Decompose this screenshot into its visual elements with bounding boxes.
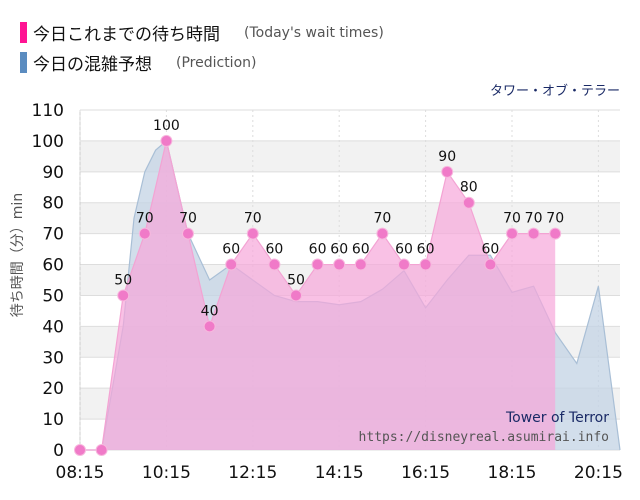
data-point [441, 165, 454, 178]
x-tick-label: 18:15 [488, 463, 537, 483]
data-label: 50 [287, 272, 305, 288]
data-label: 50 [114, 272, 132, 288]
data-label: 60 [330, 242, 348, 258]
data-point [290, 289, 302, 302]
data-point [462, 196, 475, 209]
data-label: 70 [179, 211, 197, 227]
data-point [203, 320, 216, 333]
data-point [160, 134, 173, 147]
data-point [95, 444, 108, 456]
data-label: 70 [503, 211, 521, 227]
data-label: 60 [417, 242, 435, 258]
data-label: 80 [460, 180, 478, 196]
data-label: 60 [222, 242, 240, 258]
x-tick-label: 12:15 [228, 463, 277, 483]
data-label: 60 [352, 242, 370, 258]
x-tick-label: 08:15 [56, 463, 105, 483]
data-label: 60 [481, 242, 499, 258]
y-tick-label: 30 [42, 348, 64, 368]
data-point [506, 227, 518, 240]
data-point [182, 227, 194, 240]
data-point [246, 227, 259, 240]
legend-prediction: 今日の混雑予想 (Prediction) [20, 50, 256, 75]
data-label: 90 [438, 149, 456, 165]
y-tick-label: 90 [42, 163, 64, 183]
legend-actual-label: 今日これまでの待ち時間 [33, 25, 220, 45]
data-point [527, 227, 540, 240]
data-point [376, 227, 389, 240]
data-label: 70 [373, 211, 391, 227]
y-tick-label: 40 [42, 317, 64, 337]
data-label: 70 [546, 211, 564, 227]
y-axis-label: 待ち時間（分）min [10, 193, 26, 317]
watermark-name: Tower of Terror [505, 410, 609, 426]
data-point [117, 289, 130, 302]
y-axis-ticks: 0 10 20 30 40 50 60 70 80 90 100 110 [32, 101, 64, 461]
data-label: 60 [395, 242, 413, 258]
data-point [225, 258, 238, 271]
y-tick-label: 10 [42, 410, 64, 430]
data-label: 40 [201, 303, 219, 319]
y-tick-label: 110 [32, 101, 64, 121]
legend-actual-note: (Today's wait times) [244, 24, 384, 41]
legend-prediction-swatch [20, 52, 27, 73]
data-point [311, 258, 324, 271]
data-point [268, 258, 281, 271]
x-tick-label: 14:15 [315, 463, 364, 483]
watermark-url: https://disneyreal.asumirai.info [359, 430, 609, 445]
data-point [354, 258, 367, 271]
y-tick-label: 20 [42, 379, 64, 399]
x-tick-label: 20:15 [574, 463, 623, 483]
data-point [419, 258, 432, 271]
data-point [549, 227, 562, 240]
data-point [333, 258, 346, 271]
data-label: 70 [244, 211, 262, 227]
data-label: 60 [265, 242, 283, 258]
x-tick-label: 16:15 [401, 463, 450, 483]
legend-prediction-label: 今日の混雑予想 [33, 55, 152, 75]
x-axis-ticks: 08:15 10:15 12:15 14:15 16:15 18:15 20:15 [56, 463, 623, 483]
x-tick-label: 10:15 [142, 463, 191, 483]
legend-prediction-note: (Prediction) [176, 54, 257, 71]
legend-actual-swatch [20, 22, 27, 43]
y-tick-label: 100 [32, 132, 64, 152]
attraction-name: タワー・オブ・テラー [489, 84, 620, 99]
y-tick-label: 60 [42, 256, 64, 276]
data-label: 100 [153, 118, 180, 134]
y-tick-label: 80 [42, 194, 64, 214]
data-label: 70 [525, 211, 543, 227]
data-label: 60 [309, 242, 327, 258]
y-tick-label: 70 [42, 225, 64, 245]
y-tick-label: 0 [53, 441, 64, 461]
data-point [74, 444, 86, 456]
actual-markers [74, 134, 562, 456]
data-point [138, 227, 151, 240]
legend-actual: 今日これまでの待ち時間 (Today's wait times) [20, 20, 384, 45]
y-tick-label: 50 [42, 286, 64, 306]
data-point [398, 258, 410, 271]
data-point [484, 258, 497, 271]
data-label: 70 [136, 211, 154, 227]
